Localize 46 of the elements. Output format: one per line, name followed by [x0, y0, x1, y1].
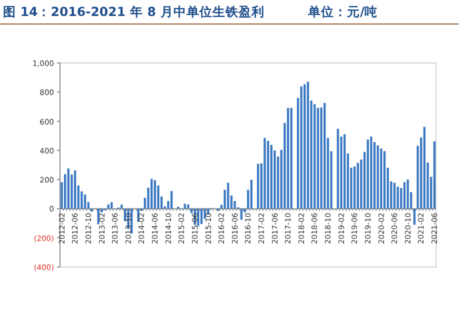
bar: [413, 208, 416, 225]
bar: [290, 108, 292, 209]
bar: [137, 208, 140, 222]
bar: [266, 140, 270, 209]
bar: [264, 138, 266, 209]
bar: [197, 208, 200, 226]
bar: [336, 128, 340, 209]
bar: [316, 108, 320, 209]
bar: [270, 144, 272, 209]
bar: [286, 108, 290, 209]
bar: [250, 180, 252, 209]
bar: [120, 204, 123, 209]
bar: [187, 204, 190, 209]
bar: [110, 202, 113, 209]
bar: [376, 145, 379, 209]
bar: [154, 180, 156, 209]
bar: [170, 191, 173, 209]
bar: [74, 170, 76, 209]
bar: [324, 102, 326, 209]
chart-title: 图 14：2016-2021 年 8 月中单位生铁盈利: [3, 4, 264, 19]
bar: [353, 166, 356, 209]
bar: [356, 162, 359, 209]
bar: [314, 104, 316, 209]
bar: [300, 86, 302, 209]
bar: [256, 164, 260, 209]
y-axis-title: 单位：元/吨: [307, 4, 378, 19]
bar: [200, 208, 203, 224]
bar: [67, 168, 70, 209]
bar: [380, 148, 382, 209]
bar: [396, 186, 399, 209]
bar: [150, 178, 153, 209]
bar: [433, 141, 436, 209]
bar: [343, 134, 346, 209]
bar: [84, 194, 86, 209]
bar: [383, 151, 386, 209]
bar: [370, 136, 372, 209]
bar: [227, 182, 230, 209]
bar: [240, 208, 243, 220]
bar: [406, 179, 409, 209]
bar: [423, 126, 426, 209]
bar: [306, 82, 310, 209]
bar: [403, 182, 406, 209]
bar: [393, 182, 396, 209]
bar: [304, 84, 306, 209]
bar: [107, 204, 110, 209]
bar: [366, 140, 369, 209]
